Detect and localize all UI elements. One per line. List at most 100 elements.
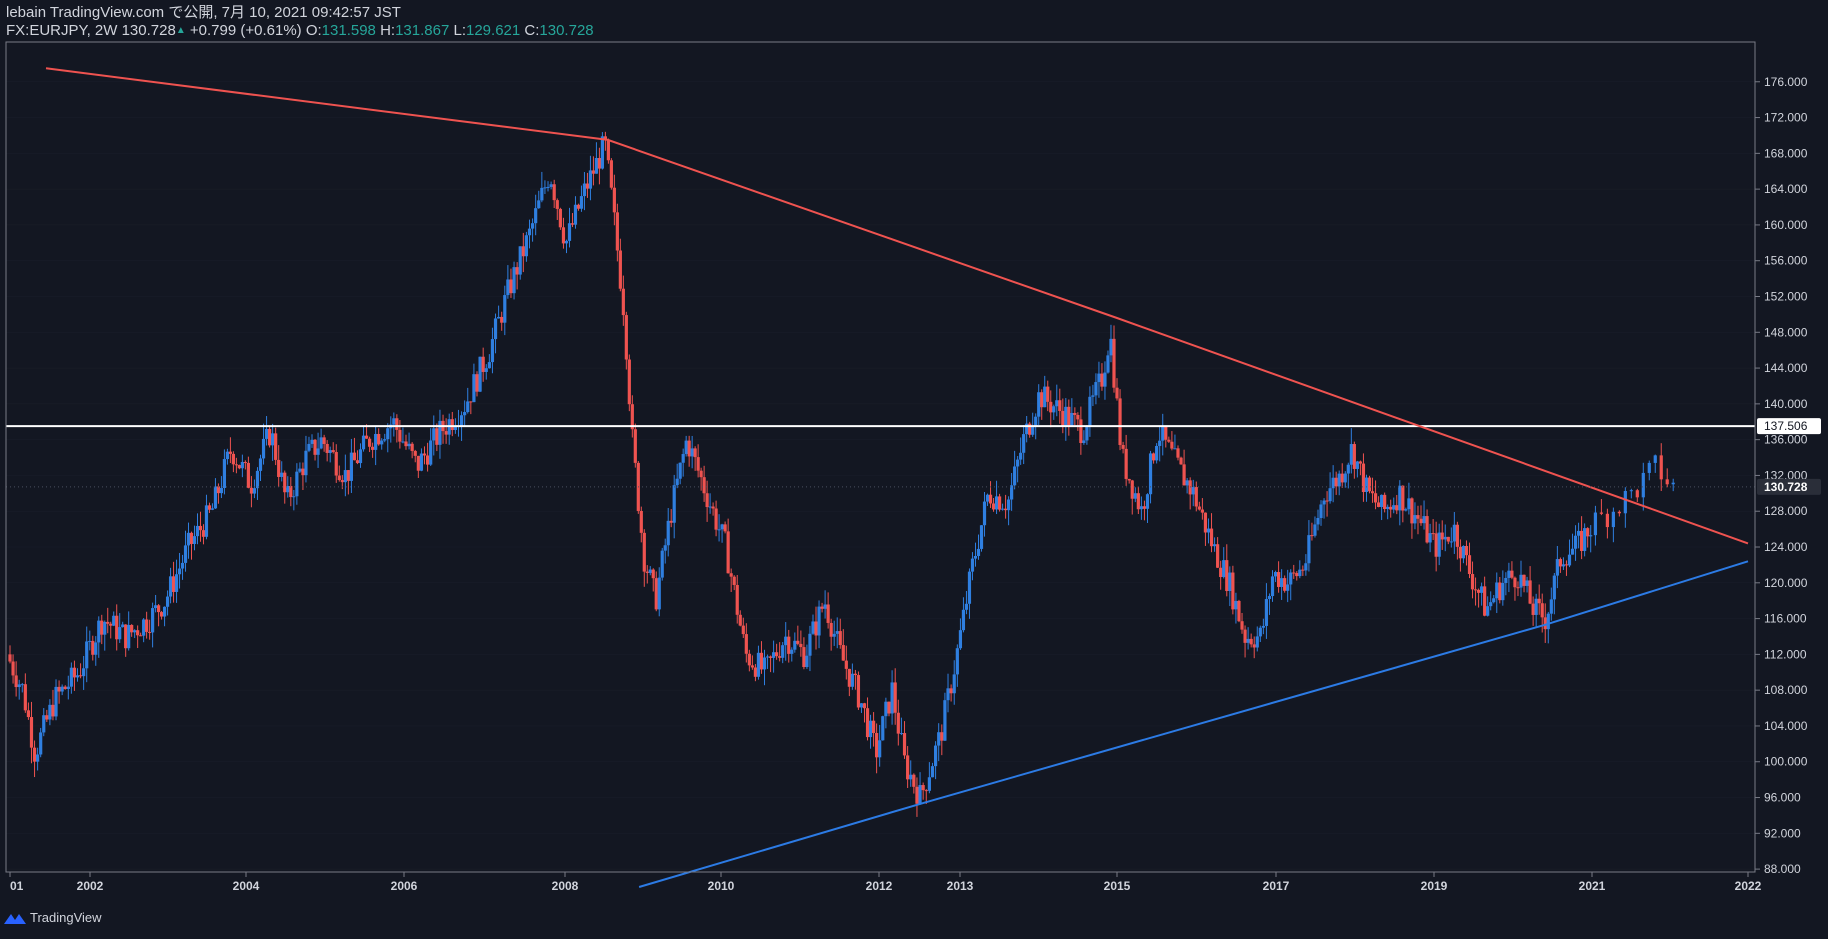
candle-body [469,401,473,403]
candle-body [331,450,335,453]
candle-body [1280,578,1284,587]
candle-body [973,555,978,559]
candle-body [11,661,15,676]
candle-body [1586,528,1590,537]
candle-body [401,441,405,443]
candle-body [1246,638,1250,643]
candle-body [927,777,931,791]
candle-body [1486,606,1490,616]
candle-body [890,682,894,714]
candle-body [82,668,86,677]
candle-body [621,288,625,316]
candle-body [407,443,411,447]
candle-body [283,472,287,493]
candle-body [887,701,891,714]
candle-body [952,674,956,694]
candle-body [1097,373,1101,383]
candle-body [1052,406,1056,413]
candle-body [1203,512,1208,533]
candle-body [398,429,402,442]
candle-body [902,733,907,756]
candle-body [862,703,867,709]
y-tick-label: 96.000 [1764,791,1801,805]
candle-body [1653,455,1657,463]
candle-body [1055,400,1059,407]
candle-body [597,157,602,169]
candle-body [1100,373,1104,387]
candle-body [429,440,433,465]
change-value: +0.799 (+0.61%) [189,22,302,39]
candle-body [165,596,170,607]
candle-body [1352,444,1356,469]
candle-body [1641,472,1645,498]
price-axis[interactable]: 88.000 92.000 96.000 100.000 104.000 108.000 1… [1755,75,1821,876]
candle-body [91,640,95,655]
candle-body [1145,494,1150,509]
candle-body [1234,600,1238,610]
candle-body [139,635,143,637]
candle-body [1264,599,1269,626]
candle-body [1261,625,1265,628]
candle-body [154,605,158,609]
candle-body [231,453,235,465]
candle-body [1295,573,1299,577]
x-tick-label: 2019 [1421,879,1448,893]
publisher-line: lebain TradingView.com で公開, 7月 10, 2021 … [6,4,401,21]
candle-body [534,208,538,224]
low-value: 129.621 [466,22,521,39]
candle-body [537,200,541,209]
candle-body [1289,572,1293,585]
candle-body [1483,586,1487,616]
candle-body [1392,505,1396,510]
candle-body [1197,506,1201,510]
candle-body [524,235,529,257]
y-tick-label: 144.000 [1764,361,1808,375]
last-price-price-label: 130.728 [1764,480,1808,494]
candle-body [994,496,999,510]
candle-body [325,443,329,453]
candle-body [549,184,553,187]
candle-body [784,636,788,646]
candle-body [295,471,299,497]
x-tick-label: 2017 [1263,879,1290,893]
candle-body [1292,572,1296,574]
candle-body [1605,513,1609,528]
candle-body [1570,548,1575,555]
candle-body [790,649,794,654]
x-tick-label: 01 [10,879,24,893]
price-chart[interactable]: 88.000 92.000 96.000 100.000 104.000 108.000 1… [0,0,1828,905]
candle-body [778,656,782,658]
candle-body [678,462,682,479]
candle-body [286,485,290,493]
candle-body [1617,511,1621,514]
candle-body [1331,477,1335,489]
candle-body [696,457,700,471]
candle-body [103,621,107,635]
candle-body [1425,516,1429,543]
candle-body [301,468,305,476]
candle-body [413,450,417,456]
y-tick-label: 120.000 [1764,576,1808,590]
candle-body [1298,569,1302,577]
candle-body [823,604,827,609]
candle-body [219,487,224,494]
candle-body [1495,582,1499,599]
candle-body [988,494,993,504]
candle-body [1389,506,1393,510]
candle-body [1316,517,1320,525]
candle-body [313,439,317,455]
candle-body [225,451,230,460]
candle-body [933,745,938,767]
candle-body [1337,473,1341,487]
candle-body [106,621,110,624]
time-axis[interactable]: 01 2002 2004 2006 2008 2010 2012 2013 2015 2017 20… [9,872,1762,893]
candle-body [383,439,387,441]
candle-body [1355,461,1359,469]
candle-body [337,475,341,481]
candle-body [940,732,944,741]
candle-body [1476,589,1481,593]
y-tick-label: 136.000 [1764,433,1808,447]
y-tick-label: 140.000 [1764,397,1808,411]
candle-body [1458,546,1463,559]
candle-body [48,704,52,720]
